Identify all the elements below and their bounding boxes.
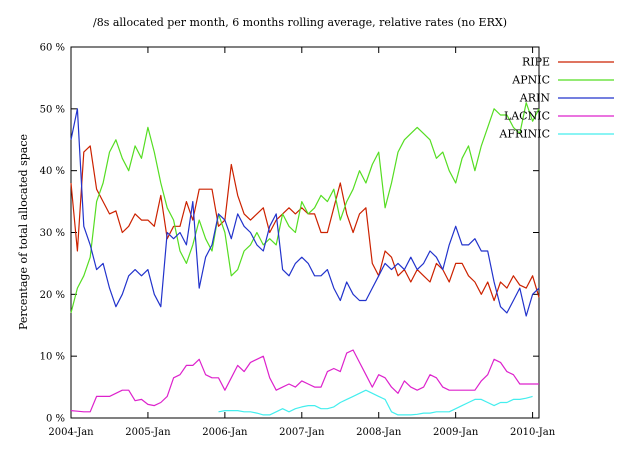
- legend-label-ripe: RIPE: [522, 56, 550, 69]
- series-line-lacnic: [70, 349, 539, 413]
- y-tick-label: 30 %: [40, 228, 65, 239]
- y-tick-label: 50 %: [40, 104, 65, 115]
- y-tick-label: 10 %: [40, 352, 65, 363]
- chart-title: /8s allocated per month, 6 months rollin…: [93, 16, 507, 29]
- plot-frame: [70, 46, 540, 419]
- series-line-afrinic: [218, 389, 533, 416]
- series-lines: [70, 102, 540, 416]
- x-tick-label: 2004-Jan: [48, 427, 94, 438]
- legend-label-apnic: APNIC: [511, 74, 550, 87]
- series-line-apnic: [70, 102, 540, 314]
- y-axis-label: Percentage of total allocated space: [17, 134, 30, 330]
- y-tick-label: 20 %: [40, 290, 65, 301]
- legend-label-arin: ARIN: [519, 92, 551, 105]
- legend: RIPE APNIC ARIN LACNIC AFRINIC: [498, 56, 614, 141]
- x-tick-label: 2010-Jan: [510, 427, 556, 438]
- legend-label-lacnic: LACNIC: [504, 110, 550, 123]
- x-ticks: 2004-Jan 2005-Jan 2006-Jan 2007-Jan 2008-Jan…: [48, 47, 556, 438]
- y-tick-label: 60 %: [40, 43, 65, 54]
- legend-label-afrinic: AFRINIC: [498, 128, 550, 141]
- series-line-arin: [70, 108, 540, 317]
- y-tick-label: 40 %: [40, 166, 65, 177]
- x-tick-label: 2008-Jan: [356, 427, 402, 438]
- y-ticks: 0 % 10 % 20 % 30 % 40 % 50 % 60 %: [40, 43, 539, 425]
- series-line-ripe: [70, 145, 540, 302]
- x-tick-label: 2007-Jan: [279, 427, 325, 438]
- y-tick-label: 0 %: [46, 414, 65, 425]
- x-tick-label: 2006-Jan: [202, 427, 248, 438]
- x-tick-label: 2009-Jan: [433, 427, 479, 438]
- x-tick-label: 2005-Jan: [125, 427, 171, 438]
